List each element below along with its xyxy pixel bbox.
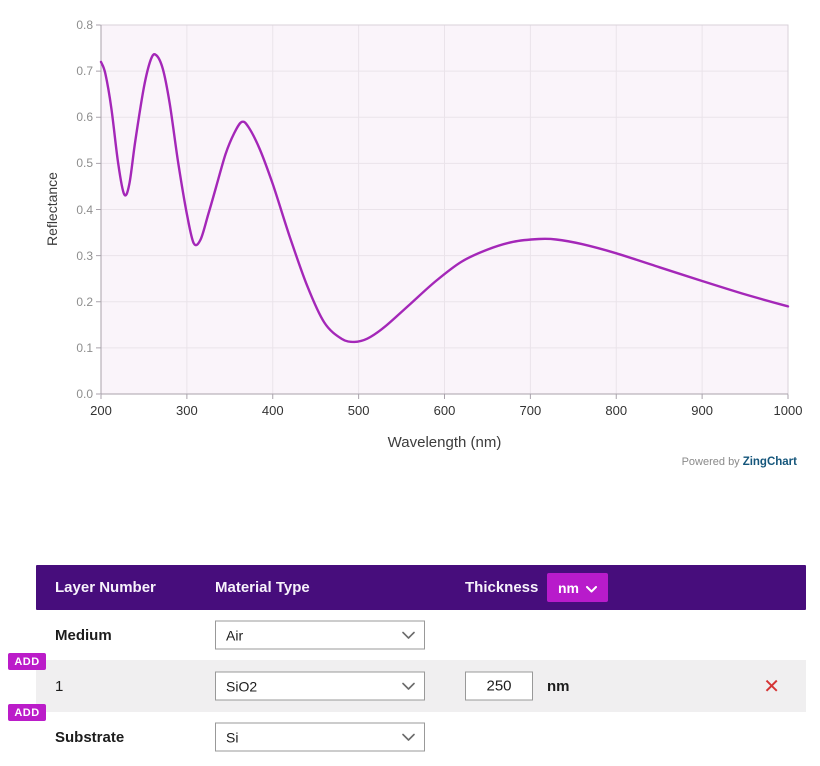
x-tick-label: 600 xyxy=(433,403,456,418)
x-tick-label: 1000 xyxy=(773,403,803,418)
x-tick-label: 400 xyxy=(261,403,284,418)
y-tick-label: 0.5 xyxy=(76,156,93,171)
chevron-down-icon xyxy=(402,733,415,741)
zingchart-link[interactable]: ZingChart xyxy=(742,456,797,468)
substrate-row: Substrate Si xyxy=(36,712,806,762)
header-material-type: Material Type xyxy=(215,579,310,596)
thickness-unit-select[interactable]: nm xyxy=(547,573,608,602)
powered-by-text: Powered by xyxy=(681,456,740,468)
medium-material-select[interactable]: Air xyxy=(215,620,425,650)
y-tick-label: 0.8 xyxy=(76,18,93,32)
y-tick-label: 0.3 xyxy=(76,248,93,263)
x-tick-label: 800 xyxy=(605,403,628,418)
chevron-down-icon xyxy=(586,580,597,596)
layer-1-material-select[interactable]: SiO2 xyxy=(215,671,425,701)
add-layer-button-bottom[interactable]: ADD xyxy=(8,704,46,721)
x-axis-title: Wavelength (nm) xyxy=(387,434,502,451)
substrate-material-value: Si xyxy=(226,729,239,745)
header-thickness: Thickness xyxy=(465,579,539,596)
x-tick-label: 500 xyxy=(347,403,370,418)
layer-table-header: Layer Number Material Type Thickness nm xyxy=(36,565,806,610)
x-tick-label: 700 xyxy=(519,403,542,418)
x-tick-label: 900 xyxy=(691,403,713,418)
y-tick-label: 0.1 xyxy=(76,340,93,355)
layer-1-thickness-unit: nm xyxy=(547,677,570,695)
substrate-material-select[interactable]: Si xyxy=(215,722,425,752)
layer-table: Layer Number Material Type Thickness nm … xyxy=(8,565,806,762)
x-tick-label: 200 xyxy=(90,403,112,418)
x-tick-label: 300 xyxy=(176,403,198,418)
layer-1-thickness-input[interactable] xyxy=(465,671,533,701)
reflectance-curve[interactable] xyxy=(99,53,790,344)
thickness-unit-value: nm xyxy=(558,579,579,596)
medium-row-label: Medium xyxy=(55,626,112,644)
chevron-down-icon xyxy=(402,682,415,690)
y-tick-label: 0.0 xyxy=(76,387,93,401)
delete-layer-button[interactable]: ✕ xyxy=(763,675,780,698)
header-layer-number: Layer Number xyxy=(55,579,156,596)
y-tick-label: 0.2 xyxy=(76,294,93,309)
layer-1-row: 1 SiO2 nm ✕ xyxy=(36,660,806,712)
add-layer-button-top[interactable]: ADD xyxy=(8,653,46,670)
chevron-down-icon xyxy=(402,631,415,639)
chart-attribution: Powered by ZingChart xyxy=(682,456,797,468)
layer-1-row-label: 1 xyxy=(55,677,64,695)
medium-material-value: Air xyxy=(226,627,244,643)
layer-1-material-value: SiO2 xyxy=(226,678,258,694)
reflectance-chart: Reflectance 0.0 0.1 0.2 0.3 0.4 0.5 0.6 0.7 0.8 2… xyxy=(0,0,820,480)
y-tick-label: 0.6 xyxy=(76,110,93,125)
y-tick-label: 0.4 xyxy=(76,202,93,217)
substrate-row-label: Substrate xyxy=(55,728,125,746)
medium-row: Medium Air xyxy=(36,610,806,660)
chart-plot-area[interactable] xyxy=(0,0,820,480)
layer-table-rows: Medium Air 1 SiO2 nm ✕ Substrate xyxy=(8,610,806,762)
y-tick-label: 0.7 xyxy=(76,64,93,79)
